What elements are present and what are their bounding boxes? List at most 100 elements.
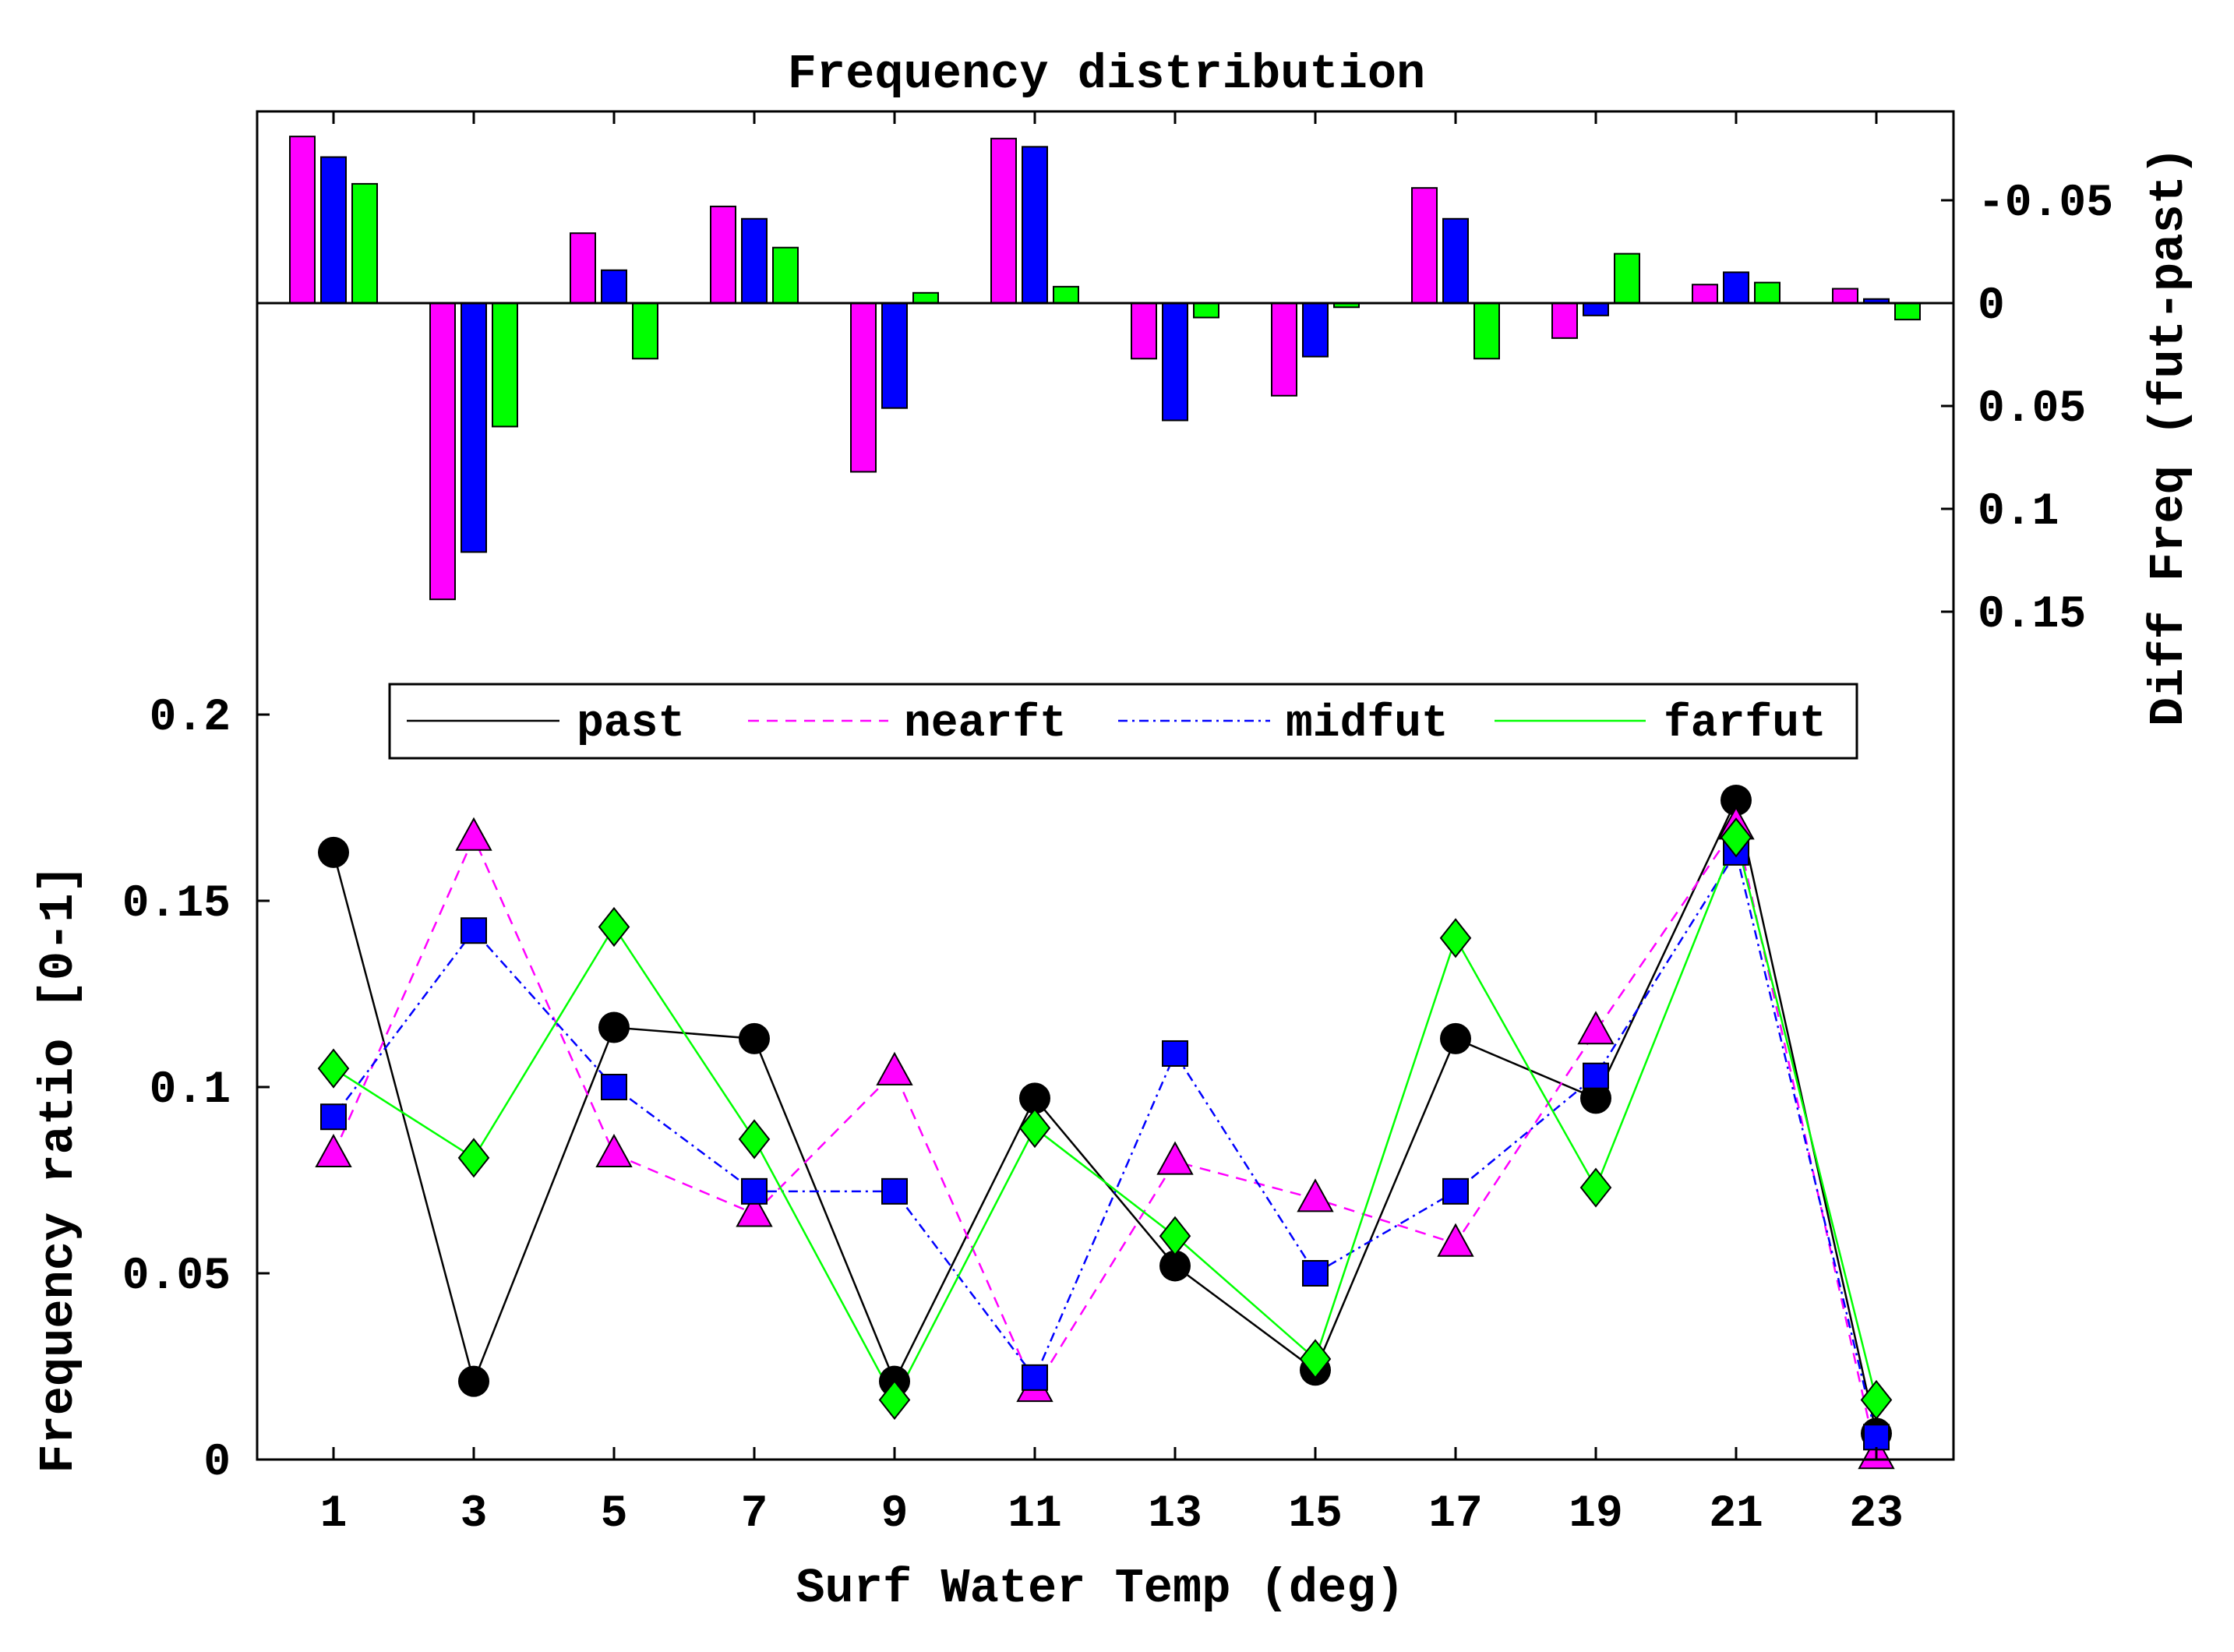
diff-bar-midfut-17: [1442, 217, 1469, 305]
diff-bar-midfut-9: [881, 302, 908, 409]
point-past-21: [1720, 784, 1752, 816]
diff-bar-nearft-11: [990, 137, 1017, 304]
diff-bar-nearft-19: [1551, 302, 1578, 339]
x-tick-label-21: 21: [1709, 1489, 1763, 1540]
diff-bar-farfut-11: [1053, 285, 1079, 305]
point-nearft-9: [876, 1051, 913, 1085]
x-tick-label-15: 15: [1288, 1489, 1343, 1540]
chart-title: Frequency distribution: [788, 47, 1426, 102]
point-past-7: [739, 1022, 770, 1054]
point-midfut-19: [1583, 1062, 1609, 1089]
point-midfut-13: [1162, 1040, 1188, 1067]
diff-bar-farfut-1: [351, 182, 378, 304]
diff-bar-farfut-17: [1473, 302, 1500, 360]
legend-label-past: past: [577, 699, 685, 750]
point-farfut-21: [1720, 817, 1752, 858]
x-tick-label-11: 11: [1008, 1489, 1062, 1540]
legend-label-nearft: nearft: [904, 699, 1067, 750]
diff-bar-farfut-21: [1754, 281, 1780, 305]
point-nearft-17: [1437, 1223, 1474, 1257]
series-line-nearft: [332, 824, 1878, 1456]
diff-bar-farfut-3: [492, 302, 518, 428]
diff-bar-midfut-15: [1302, 302, 1329, 358]
y2-axis: -0.05 0 0.05 0.1 0.15: [1941, 178, 2113, 641]
y-tick-label-0.2: 0.2: [150, 693, 231, 743]
diff-bar-nearft-7: [710, 205, 736, 305]
diff-bar-nearft-1: [289, 136, 316, 304]
point-farfut-1: [317, 1048, 350, 1089]
x-tick-label-3: 3: [461, 1489, 488, 1540]
point-past-19: [1580, 1082, 1611, 1114]
diff-bar-farfut-7: [772, 246, 799, 304]
x-tick-label-9: 9: [881, 1489, 909, 1540]
diff-bar-nearft-13: [1131, 302, 1157, 360]
diff-bar-nearft-23: [1832, 288, 1858, 304]
y2-tick-label-0.1: 0.1: [1978, 487, 2059, 538]
point-past-3: [458, 1365, 489, 1397]
legend-items: past nearft midfut farfut: [407, 699, 1826, 750]
point-farfut-13: [1159, 1216, 1191, 1256]
point-nearft-5: [595, 1133, 633, 1168]
diff-bar-midfut-1: [320, 156, 347, 304]
x-tick-label-13: 13: [1148, 1489, 1202, 1540]
diff-bars: [289, 136, 1921, 601]
y2-axis-label: Diff Freq (fut-past): [2141, 146, 2197, 726]
point-midfut-9: [881, 1177, 908, 1205]
point-past-11: [1019, 1082, 1050, 1114]
point-midfut-5: [601, 1074, 627, 1100]
diff-bar-midfut-13: [1162, 302, 1188, 422]
legend-label-farfut: farfut: [1664, 699, 1826, 750]
point-farfut-11: [1018, 1107, 1051, 1149]
x-tick-label-1: 1: [320, 1489, 348, 1540]
legend-label-midfut: midfut: [1286, 699, 1449, 750]
x-tick-label-5: 5: [601, 1489, 628, 1540]
diff-bar-nearft-9: [850, 302, 877, 473]
x-tick-label-17: 17: [1428, 1489, 1483, 1540]
point-farfut-15: [1299, 1339, 1332, 1379]
point-nearft-7: [736, 1193, 773, 1227]
series-line-farfut: [333, 834, 1878, 1403]
point-past-5: [598, 1011, 630, 1043]
diff-bar-farfut-13: [1193, 302, 1219, 319]
point-farfut-5: [598, 906, 630, 948]
diff-bar-nearft-3: [429, 302, 456, 601]
point-past-17: [1440, 1022, 1471, 1054]
point-nearft-1: [315, 1133, 352, 1168]
point-farfut-7: [738, 1119, 771, 1160]
diff-bar-midfut-11: [1022, 146, 1048, 304]
point-nearft-13: [1156, 1141, 1194, 1175]
diff-bar-nearft-15: [1271, 302, 1297, 397]
point-nearft-15: [1297, 1178, 1334, 1213]
y-axis: 0 0.05 0.1 0.15 0.2: [122, 693, 270, 1488]
y-tick-label-0.05: 0.05: [122, 1251, 231, 1302]
legend: past nearft midfut farfut: [388, 683, 1858, 760]
series-lines: [332, 797, 1878, 1456]
y-tick-label-0.15: 0.15: [122, 879, 231, 930]
plot-frame: [256, 110, 1955, 1461]
diff-bar-nearft-5: [570, 232, 596, 304]
diff-bar-farfut-19: [1614, 252, 1640, 305]
series-line-midfut: [333, 849, 1878, 1438]
y-tick-label-0.1: 0.1: [150, 1065, 231, 1116]
diff-bar-nearft-21: [1692, 284, 1718, 304]
x-tick-label-7: 7: [741, 1489, 768, 1540]
diff-bar-farfut-23: [1894, 302, 1921, 321]
diff-bar-farfut-9: [912, 291, 939, 304]
point-midfut-11: [1022, 1364, 1048, 1391]
point-midfut-3: [461, 917, 487, 944]
y-axis-label: Frequency ratio [0-1]: [31, 864, 86, 1473]
point-nearft-3: [455, 817, 492, 851]
diff-bar-midfut-3: [461, 302, 487, 553]
point-farfut-19: [1579, 1167, 1612, 1208]
y2-tick-label--0.05: -0.05: [1978, 178, 2113, 229]
point-midfut-1: [320, 1103, 347, 1131]
point-farfut-3: [457, 1138, 490, 1178]
point-midfut-23: [1863, 1424, 1890, 1451]
diff-bar-midfut-5: [601, 269, 627, 305]
point-past-1: [318, 836, 349, 868]
diff-bar-nearft-17: [1411, 187, 1438, 304]
point-midfut-17: [1442, 1177, 1469, 1205]
x-tick-label-19: 19: [1569, 1489, 1623, 1540]
x-axis: 1 3 5 7 9 11 13 15 17 19 21 23: [320, 111, 1904, 1540]
